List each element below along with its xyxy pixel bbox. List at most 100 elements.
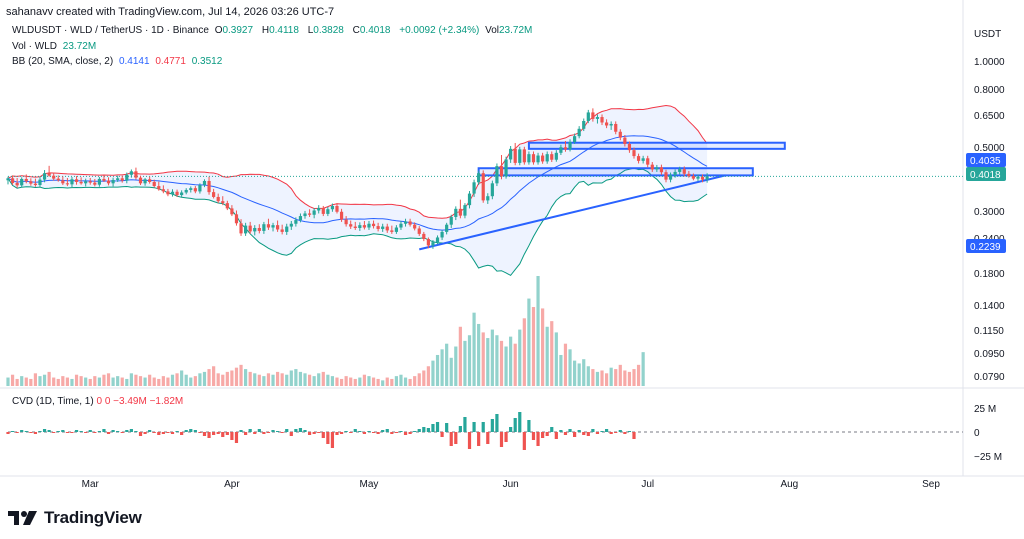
cvd-bar [499,432,504,447]
volume-bar [285,374,289,386]
candle [371,223,376,227]
volume-bar [134,374,138,386]
volume-bar [262,376,266,386]
bb-legend: BB (20, SMA, close, 2) 0.4141 0.4771 0.3… [12,56,225,67]
vol-row-label[interactable]: Vol · WLD [12,41,58,52]
volume-bar [362,374,367,386]
price-tick-label: 0.6500 [974,111,1005,122]
volume-bar [577,363,581,386]
candle [335,205,339,212]
cvd-bar [207,432,211,438]
bb-label[interactable]: BB (20, SMA, close, 2) [12,56,114,67]
candle [472,182,476,194]
candle [614,123,618,132]
cvd-label[interactable]: CVD (1D, Time, 1) [12,396,94,407]
candle [504,159,508,177]
volume-bar [344,376,348,386]
volume-bar [221,374,225,386]
cvd-bar [275,431,280,432]
candle [212,192,216,197]
cvd-bar [24,431,28,432]
candle [582,120,586,129]
volume-bar [536,276,540,386]
low-label: L [307,25,314,36]
volume-bar [449,357,453,386]
volume-bar [24,377,28,386]
cvd-bar [262,432,266,434]
cvd-bar [358,431,362,432]
volume-bar [15,378,19,386]
volume-bar [390,378,394,386]
candle [499,166,504,177]
candle [230,208,234,215]
candle [234,214,239,224]
candle [627,143,632,151]
cvd-bar [244,432,248,435]
cvd-bar [221,432,225,437]
volume-bar [349,377,353,386]
candle [673,171,677,176]
candle [541,155,545,162]
price-badge-label: 0.4018 [970,170,1001,181]
volume-bar [161,376,165,386]
cvd-bar [545,432,549,436]
candle [74,179,79,182]
volume-bar [193,376,197,386]
cvd-bar [116,431,120,432]
cvd-bar [161,432,165,434]
volume-bar [10,374,15,386]
candle [207,180,211,193]
cvd-bar [371,432,376,433]
candle [646,158,650,165]
candle [70,179,74,185]
cvd-bar [513,418,517,432]
candle [682,169,686,174]
cvd-tick-label: 25 M [974,404,996,415]
cvd-bar [554,432,558,439]
bb-basis-value: 0.4141 [118,56,150,67]
vol-value: 23.72M [499,25,533,36]
volume-bar [253,373,257,386]
volume-bar [111,377,115,386]
cvd-bar [271,430,275,432]
tradingview-logo[interactable]: TradingView [8,508,142,528]
cvd-bar [180,432,184,435]
volume-bar [522,318,526,386]
volume-bar [381,380,385,386]
date-tick-label: Jul [641,479,654,490]
cvd-bar [93,432,97,433]
volume-bar [458,326,462,386]
cvd-bar [449,432,453,446]
candle [394,227,398,232]
volume-bar [294,369,298,386]
cvd-bar [595,432,600,434]
symbol-info[interactable]: WLDUSDT · WLD / TetherUS · 1D · Binance [12,25,209,36]
candle [659,167,664,173]
volume-bar [504,346,508,386]
cvd-bar [15,432,19,433]
volume-bar [6,377,10,386]
price-badge-label: 0.2239 [970,242,1001,253]
candle [271,225,275,228]
price-badge [966,167,1006,181]
cvd-bar [10,431,15,432]
candle [275,225,280,230]
candle [97,178,101,185]
volume-bar [641,352,645,386]
close-label: C [352,25,360,36]
price-tick-label: 0.5000 [974,143,1005,154]
volume-legend: Vol · WLD 23.72M [12,41,99,52]
candle [691,176,696,179]
candle [170,191,175,195]
cvd-bar [289,432,293,436]
volume-bar [47,371,51,386]
cvd-bar [586,432,590,436]
candle [189,188,193,190]
volume-bar [70,378,74,386]
candle [248,225,252,232]
volume-bar [527,298,531,386]
volume-bar [138,376,143,386]
candle [650,164,654,170]
cvd-value-3: −3.49M [113,396,147,407]
